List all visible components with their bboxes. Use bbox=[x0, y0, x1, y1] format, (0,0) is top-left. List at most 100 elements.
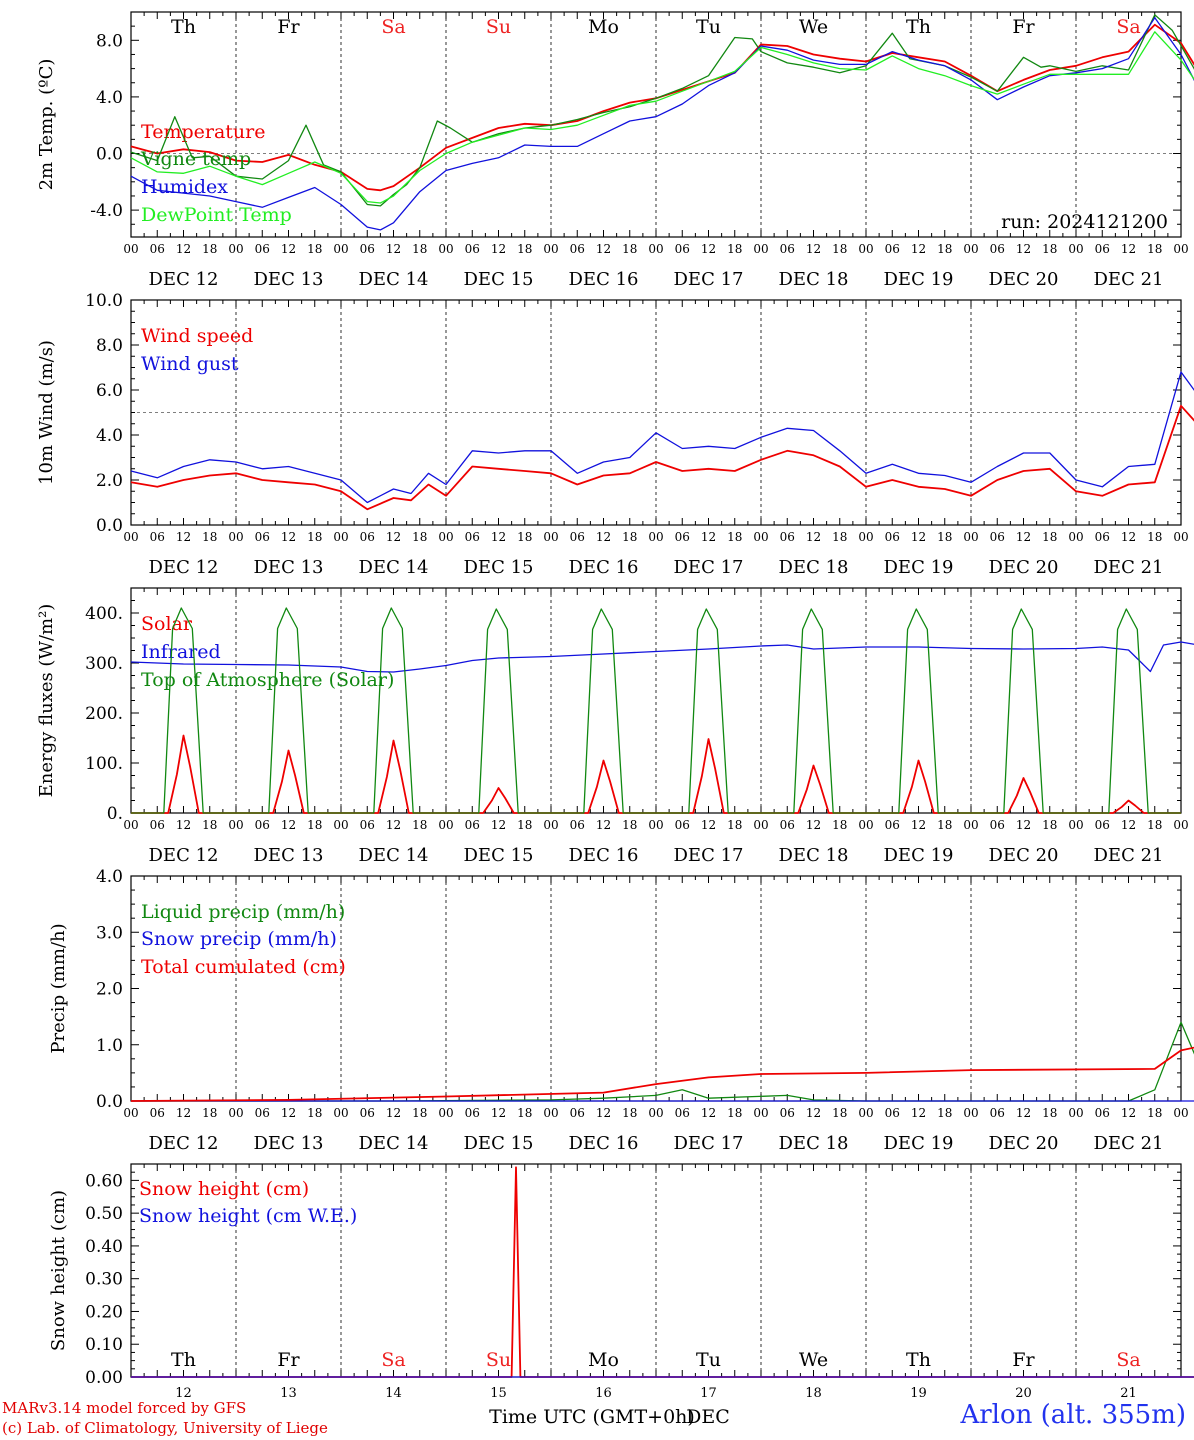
y-tick-label: 3.0 bbox=[96, 923, 123, 943]
weekday-label: Sa bbox=[381, 1349, 405, 1371]
day-number-label: 15 bbox=[490, 1386, 507, 1401]
y-axis-label: Energy fluxes (W/m²) bbox=[36, 604, 57, 798]
hour-tick-label: 06 bbox=[990, 242, 1005, 256]
y-tick-label: 0.10 bbox=[85, 1335, 123, 1355]
legend-entry: Top of Atmosphere (Solar) bbox=[141, 669, 394, 691]
run-annotation: run: 2024121200 bbox=[1001, 211, 1168, 233]
hour-tick-label: 12 bbox=[806, 818, 821, 832]
hour-tick-label: 12 bbox=[386, 1106, 401, 1120]
hour-tick-label: 12 bbox=[281, 1106, 296, 1120]
hour-tick-label: 00 bbox=[543, 1106, 558, 1120]
hour-tick-label: 12 bbox=[1016, 818, 1031, 832]
date-label: DEC 20 bbox=[989, 845, 1059, 866]
hour-tick-label: 00 bbox=[1068, 242, 1083, 256]
series-wind-speed bbox=[130, 404, 1194, 511]
hour-tick-label: 06 bbox=[675, 818, 690, 832]
y-tick-label: 1.0 bbox=[96, 1036, 123, 1056]
hour-tick-label: 06 bbox=[1095, 1106, 1110, 1120]
y-tick-label: 400. bbox=[85, 604, 123, 624]
y-tick-label: 0.20 bbox=[85, 1302, 123, 1322]
date-label: DEC 21 bbox=[1094, 269, 1164, 290]
legend-entry: Liquid precip (mm/h) bbox=[141, 901, 345, 923]
hour-tick-label: 18 bbox=[622, 1106, 637, 1120]
hour-tick-label: 12 bbox=[176, 242, 191, 256]
y-tick-label: 100. bbox=[85, 754, 123, 774]
hour-tick-label: 18 bbox=[202, 1106, 217, 1120]
y-tick-label: 6.0 bbox=[96, 381, 123, 401]
y-tick-label: 200. bbox=[85, 704, 123, 724]
date-label: DEC 12 bbox=[149, 557, 219, 578]
y-tick-label: -4.0 bbox=[90, 201, 123, 221]
hour-tick-label: 00 bbox=[228, 530, 243, 544]
hour-tick-label: 18 bbox=[832, 530, 847, 544]
hour-tick-label: 18 bbox=[727, 530, 742, 544]
date-label: DEC 21 bbox=[1094, 845, 1164, 866]
weekday-label: Mo bbox=[588, 1349, 619, 1371]
panel-3: 0. 100. 200. 300. 400. Energy fluxes (W/m²) 00… bbox=[36, 587, 1194, 866]
station-label: Arlon (alt. 355m) bbox=[960, 1400, 1186, 1430]
y-axis-label: 2m Temp. (ºC) bbox=[36, 59, 57, 191]
hour-tick-label: 06 bbox=[780, 1106, 795, 1120]
date-label: DEC 15 bbox=[464, 1133, 534, 1154]
date-label: DEC 17 bbox=[674, 269, 744, 290]
weekday-label: Sa bbox=[381, 16, 405, 38]
hour-tick-label: 12 bbox=[281, 242, 296, 256]
hour-tick-label: 18 bbox=[1147, 1106, 1162, 1120]
date-label: DEC 13 bbox=[254, 1133, 324, 1154]
y-tick-label: 0.50 bbox=[85, 1204, 123, 1224]
hour-tick-label: 12 bbox=[596, 530, 611, 544]
hour-tick-label: 18 bbox=[412, 242, 427, 256]
hour-tick-label: 06 bbox=[360, 818, 375, 832]
weekday-label: Sa bbox=[1116, 16, 1140, 38]
date-label: DEC 18 bbox=[779, 557, 849, 578]
hour-tick-label: 00 bbox=[753, 1106, 768, 1120]
legend-entry: Temperature bbox=[141, 121, 265, 143]
hour-tick-label: 06 bbox=[1095, 242, 1110, 256]
hour-tick-label: 00 bbox=[858, 1106, 873, 1120]
legend-entry: Snow height (cm) bbox=[139, 1178, 309, 1200]
panel-2: 0.0 2.0 4.0 6.0 8.0 10.0 10m Wind (m/s) 00 06 12 1… bbox=[36, 291, 1194, 578]
weekday-label: We bbox=[799, 16, 828, 38]
y-tick-label: 4.0 bbox=[96, 426, 123, 446]
legend-entry: Solar bbox=[141, 613, 193, 635]
hour-tick-label: 00 bbox=[333, 818, 348, 832]
hour-tick-label: 12 bbox=[806, 242, 821, 256]
hour-tick-label: 18 bbox=[622, 242, 637, 256]
hour-tick-label: 12 bbox=[386, 818, 401, 832]
y-tick-label: 4.0 bbox=[96, 88, 123, 108]
hour-tick-label: 18 bbox=[517, 242, 532, 256]
hour-tick-label: 00 bbox=[543, 818, 558, 832]
date-label: DEC 19 bbox=[884, 269, 954, 290]
hour-tick-label: 00 bbox=[648, 530, 663, 544]
date-label: DEC 21 bbox=[1094, 557, 1164, 578]
hour-tick-label: 06 bbox=[255, 242, 270, 256]
y-axis-label: Precip (mm/h) bbox=[48, 923, 69, 1053]
date-label: DEC 12 bbox=[149, 1133, 219, 1154]
day-number-label: 14 bbox=[385, 1386, 402, 1401]
day-number-label: 17 bbox=[700, 1386, 717, 1401]
date-label: DEC 16 bbox=[569, 1133, 639, 1154]
hour-tick-label: 12 bbox=[176, 818, 191, 832]
series-wind-gust bbox=[130, 371, 1194, 504]
weekday-label: Fr bbox=[1012, 1349, 1035, 1371]
date-label: DEC 14 bbox=[359, 845, 429, 866]
hour-tick-label: 06 bbox=[1095, 530, 1110, 544]
hour-tick-label: 12 bbox=[806, 1106, 821, 1120]
hour-tick-label: 06 bbox=[150, 1106, 165, 1120]
hour-tick-label: 12 bbox=[1016, 530, 1031, 544]
legend-entry: DewPoint Temp bbox=[141, 204, 292, 226]
weekday-label: Mo bbox=[588, 16, 619, 38]
hour-tick-label: 18 bbox=[412, 530, 427, 544]
day-number-label: 13 bbox=[280, 1386, 297, 1401]
hour-tick-label: 00 bbox=[963, 530, 978, 544]
hour-tick-label: 18 bbox=[937, 818, 952, 832]
date-label: DEC 13 bbox=[254, 845, 324, 866]
hour-tick-label: 12 bbox=[491, 818, 506, 832]
hour-tick-label: 00 bbox=[753, 818, 768, 832]
legend-entry: Snow height (cm W.E.) bbox=[139, 1205, 357, 1227]
date-label: DEC 15 bbox=[464, 269, 534, 290]
date-label: DEC 20 bbox=[989, 557, 1059, 578]
y-tick-label: 300. bbox=[85, 654, 123, 674]
y-tick-label: 0.00 bbox=[85, 1368, 123, 1388]
hour-tick-label: 00 bbox=[1068, 818, 1083, 832]
